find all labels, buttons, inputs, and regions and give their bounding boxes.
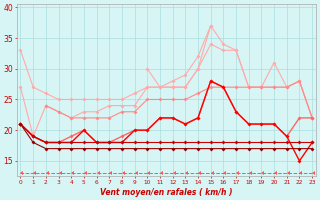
- X-axis label: Vent moyen/en rafales ( km/h ): Vent moyen/en rafales ( km/h ): [100, 188, 233, 197]
